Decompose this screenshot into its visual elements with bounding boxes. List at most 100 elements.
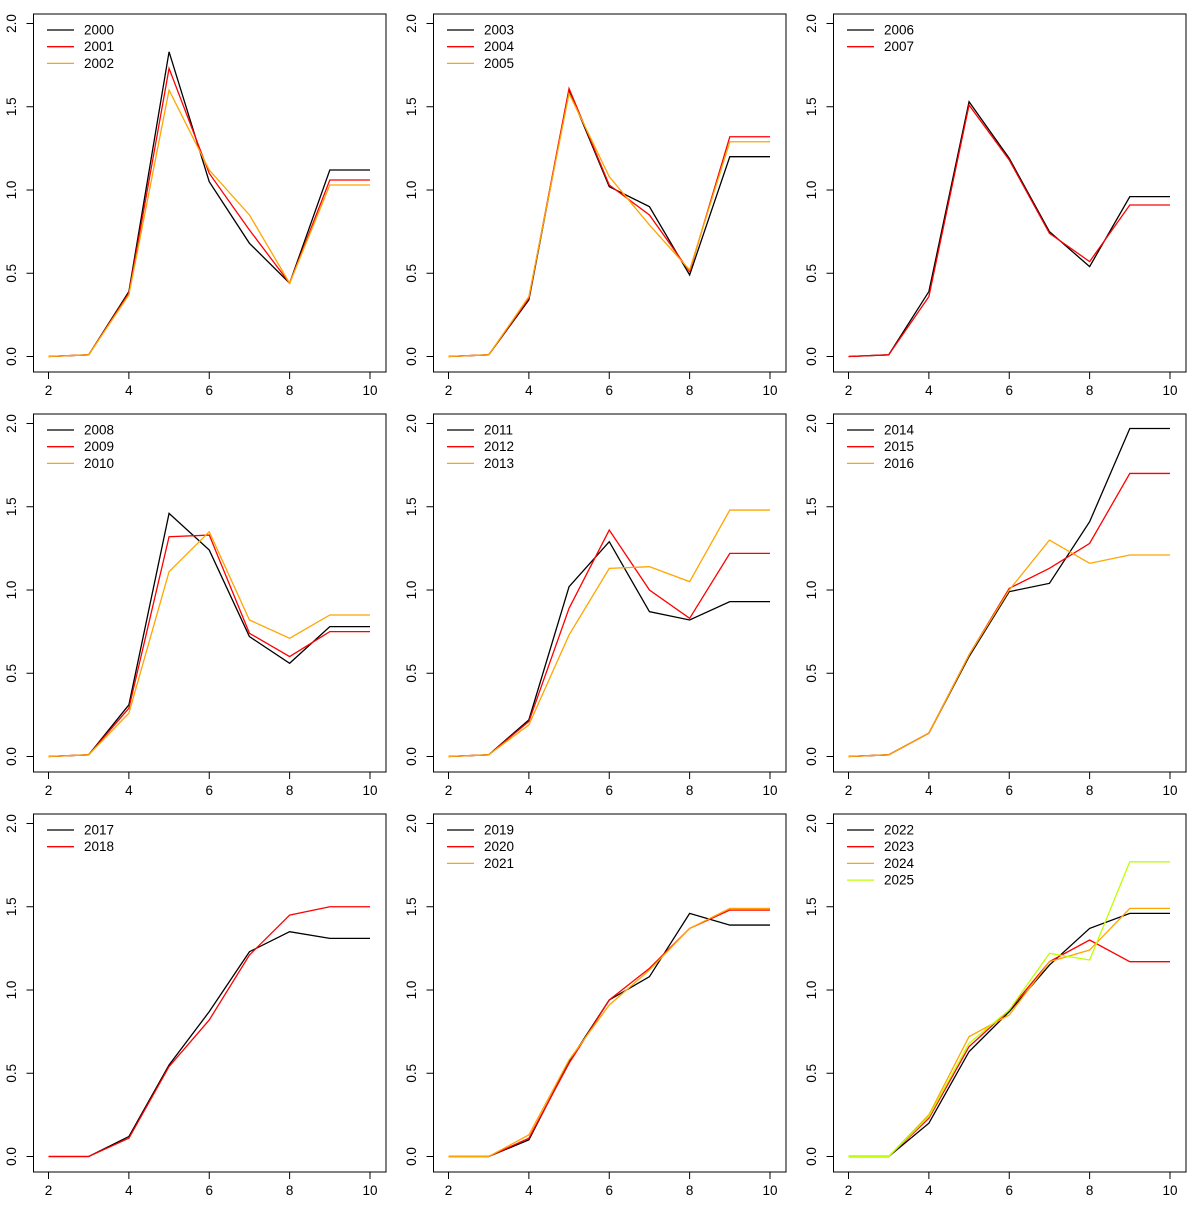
x-tick-label: 6 — [605, 783, 613, 798]
legend-label-2010: 2010 — [84, 456, 114, 471]
y-tick-label: 0.5 — [804, 1064, 819, 1083]
series-line-2011 — [448, 540, 770, 758]
legend-label-2013: 2013 — [484, 456, 514, 471]
series-line-2006 — [848, 100, 1170, 358]
series-line-2012 — [448, 528, 770, 758]
x-tick-label: 6 — [1005, 1183, 1013, 1198]
x-tick-label: 2 — [845, 1183, 853, 1198]
x-tick-label: 10 — [362, 383, 377, 398]
series-line-2015 — [848, 472, 1170, 758]
y-tick-label: 1.5 — [404, 497, 419, 516]
series-line-2003 — [448, 87, 770, 358]
x-tick-label: 8 — [286, 1183, 294, 1198]
y-tick-label: 0.5 — [4, 1064, 19, 1083]
x-tick-label: 2 — [445, 1183, 453, 1198]
y-tick-label: 0.5 — [804, 264, 819, 283]
x-tick-label: 6 — [205, 383, 213, 398]
legend-label-2011: 2011 — [484, 423, 513, 438]
y-tick-label: 0.0 — [804, 1147, 819, 1166]
series-line-2022 — [848, 912, 1170, 1158]
chart-panel-2011-2013: 2 4 6 8 10 0.0 0.5 1.0 1.5 2.0 2011 2012 2013 — [400, 400, 800, 800]
chart-panel-2003-2005: 2 4 6 8 10 0.0 0.5 1.0 1.5 2.0 2003 2004 2005 — [400, 0, 800, 400]
series-line-2016 — [848, 539, 1170, 758]
y-tick-label: 0.0 — [804, 347, 819, 366]
series-line-2004 — [448, 86, 770, 358]
legend-label-2015: 2015 — [884, 439, 914, 454]
legend-label-2022: 2022 — [884, 823, 914, 838]
legend-label-2017: 2017 — [84, 823, 114, 838]
x-tick-label: 6 — [605, 383, 613, 398]
x-tick-label: 10 — [1162, 1183, 1177, 1198]
x-tick-label: 10 — [362, 1183, 377, 1198]
x-tick-label: 4 — [125, 383, 133, 398]
y-tick-label: 0.0 — [4, 747, 19, 766]
y-tick-label: 1.0 — [4, 181, 19, 200]
legend-label-2021: 2021 — [484, 856, 514, 871]
y-tick-label: 1.5 — [804, 497, 819, 516]
plot-box — [833, 13, 1187, 373]
x-tick-label: 2 — [845, 783, 853, 798]
x-tick-label: 6 — [605, 1183, 613, 1198]
series-line-2020 — [448, 909, 770, 1158]
y-tick-label: 0.5 — [404, 264, 419, 283]
series-line-2009 — [48, 534, 370, 758]
x-tick-label: 10 — [1162, 783, 1177, 798]
legend-label-2020: 2020 — [484, 839, 514, 854]
series-line-2025 — [848, 861, 1170, 1158]
series-line-2017 — [48, 931, 370, 1158]
y-tick-label: 1.0 — [4, 981, 19, 1000]
series-line-2010 — [48, 530, 370, 758]
y-tick-label: 2.0 — [4, 14, 19, 33]
x-tick-label: 4 — [125, 1183, 133, 1198]
x-tick-label: 4 — [925, 1183, 933, 1198]
y-tick-label: 2.0 — [804, 14, 819, 33]
y-tick-label: 1.0 — [404, 981, 419, 1000]
legend-label-2006: 2006 — [884, 23, 914, 38]
series-line-2008 — [48, 512, 370, 758]
legend-label-2002: 2002 — [84, 56, 114, 71]
y-tick-label: 1.5 — [4, 897, 19, 916]
legend-label-2025: 2025 — [884, 873, 914, 888]
x-tick-label: 6 — [1005, 783, 1013, 798]
y-tick-label: 2.0 — [4, 814, 19, 833]
x-tick-label: 10 — [762, 383, 777, 398]
legend-label-2003: 2003 — [484, 23, 514, 38]
x-tick-label: 4 — [525, 1183, 533, 1198]
series-line-2023 — [848, 939, 1170, 1158]
legend-label-2001: 2001 — [84, 39, 114, 54]
y-tick-label: 1.5 — [404, 897, 419, 916]
legend-label-2008: 2008 — [84, 423, 114, 438]
y-tick-label: 0.0 — [4, 1147, 19, 1166]
series-line-2002 — [48, 88, 370, 358]
y-tick-label: 1.5 — [4, 497, 19, 516]
y-tick-label: 0.0 — [804, 747, 819, 766]
series-line-2001 — [48, 66, 370, 358]
chart-panel-2017-2018: 2 4 6 8 10 0.0 0.5 1.0 1.5 2.0 2017 2018 — [0, 800, 400, 1200]
y-tick-label: 1.0 — [804, 181, 819, 200]
legend-label-2016: 2016 — [884, 456, 914, 471]
x-tick-label: 10 — [362, 783, 377, 798]
x-tick-label: 8 — [1086, 783, 1094, 798]
x-tick-label: 2 — [45, 383, 53, 398]
y-tick-label: 2.0 — [804, 814, 819, 833]
y-tick-label: 0.5 — [4, 264, 19, 283]
series-line-2007 — [848, 103, 1170, 358]
y-tick-label: 2.0 — [404, 814, 419, 833]
series-line-2014 — [848, 427, 1170, 758]
x-tick-label: 4 — [925, 383, 933, 398]
chart-panel-2019-2021: 2 4 6 8 10 0.0 0.5 1.0 1.5 2.0 2019 2020 2021 — [400, 800, 800, 1200]
x-tick-label: 4 — [125, 783, 133, 798]
series-line-2024 — [848, 907, 1170, 1158]
x-tick-label: 4 — [525, 783, 533, 798]
legend-label-2004: 2004 — [484, 39, 515, 54]
